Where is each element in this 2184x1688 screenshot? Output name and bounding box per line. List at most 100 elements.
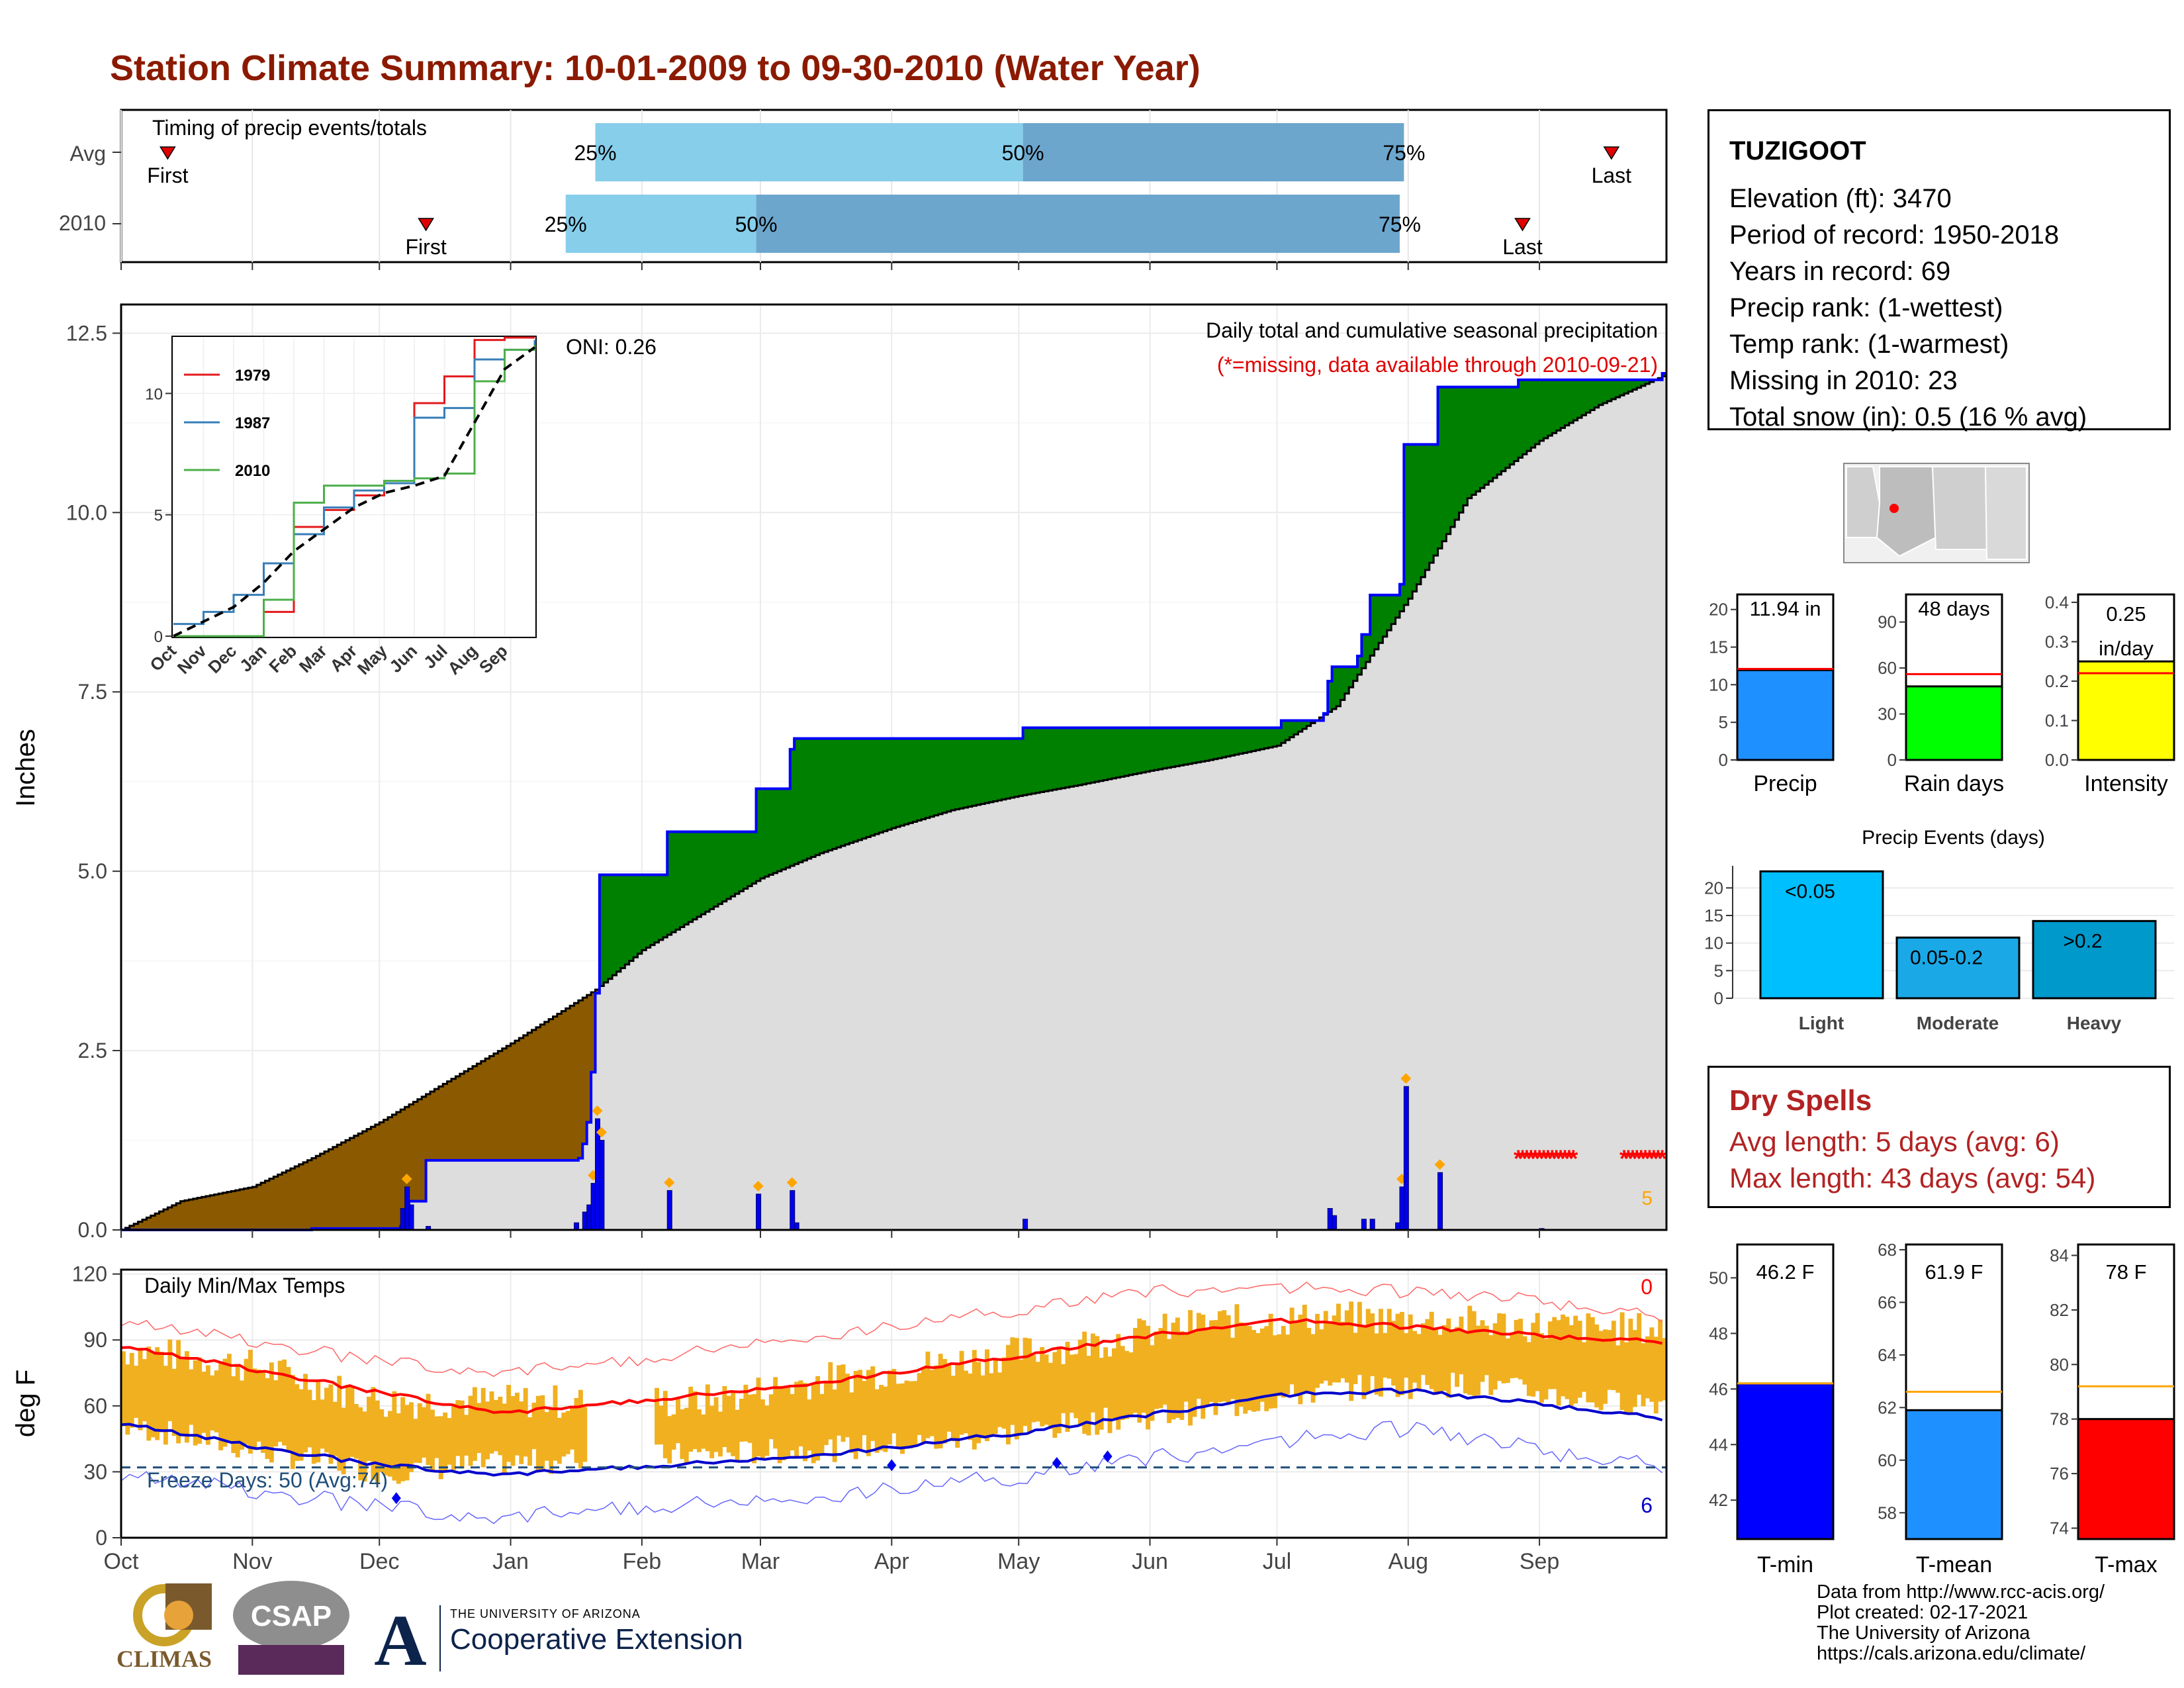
surplus-fill [1086,727,1091,784]
missing-day-marker: * [1556,1145,1565,1172]
daily-temp-range-bar [142,1359,147,1422]
deficit-fill [544,1021,549,1160]
daily-temp-range-bar [1471,1311,1477,1396]
daily-temp-range-bar [1226,1315,1231,1405]
daily-temp-range-bar [1429,1311,1434,1389]
surplus-fill [676,831,681,930]
surplus-fill [773,788,778,873]
daily-temp-range-bar [464,1415,469,1456]
daily-temp-range-bar [768,1394,774,1440]
surplus-fill [1603,379,1608,403]
surplus-fill [1023,727,1028,796]
surplus-fill [1306,720,1312,726]
deficit-fill [523,1035,528,1160]
temp-bar-value-label: 78 F [2105,1260,2146,1284]
deficit-fill [210,1195,215,1230]
daily-temp-range-bar [1146,1325,1151,1430]
daily-precip-bar [1403,1086,1409,1231]
surplus-fill [929,738,934,817]
daily-temp-range-bar [1577,1321,1582,1398]
surplus-fill [1357,656,1362,675]
daily-temp-range-bar [1535,1313,1540,1391]
deficit-fill [332,1147,338,1229]
daily-temp-range-bar [295,1384,300,1461]
station-period: Period of record: 1950-2018 [1729,220,2060,250]
deficit-fill [375,1124,380,1229]
daily-temp-range-bar [1285,1335,1291,1395]
surplus-fill [887,738,892,830]
daily-temp-range-bar [934,1365,939,1449]
surplus-fill [815,738,821,855]
daily-temp-range-bar [570,1408,575,1450]
temp-y-axis-label: deg F [11,1370,40,1437]
daily-temp-range-bar [1001,1357,1007,1429]
surplus-fill [1522,379,1527,455]
surplus-fill [650,874,655,945]
daily-temp-range-bar [837,1365,842,1436]
daily-temp-range-bar [925,1351,931,1438]
surplus-fill [1027,727,1032,795]
deficit-fill [358,1133,363,1229]
daily-temp-range-bar [544,1412,549,1461]
station-precip-rank: Precip rank: (1-wettest) [1729,293,2003,322]
deficit-fill [286,1170,291,1230]
surplus-fill [1455,387,1460,520]
events-category-label: Light [1799,1013,1844,1033]
daily-temp-range-bar [1399,1311,1404,1395]
daily-temp-range-bar [1132,1328,1138,1413]
daily-temp-range-bar [976,1362,981,1444]
daily-temp-range-bar [701,1414,706,1449]
events-y-tick: 10 [1704,933,1723,953]
daily-temp-range-bar [1294,1323,1298,1396]
daily-temp-range-bar [222,1358,228,1447]
surplus-fill [680,831,685,927]
surplus-fill [1484,387,1489,485]
daily-temp-range-bar [1086,1356,1091,1436]
missing-day-marker: * [1539,1145,1548,1172]
daily-temp-range-bar [269,1362,274,1463]
surplus-fill [1238,727,1244,754]
daily-temp-range-bar [193,1360,198,1446]
daily-temp-range-bar [214,1370,219,1432]
surplus-fill [1255,727,1261,751]
daily-temp-range-bar [176,1340,181,1444]
deficit-fill [256,1184,261,1230]
daily-temp-range-bar [184,1351,189,1443]
surplus-fill [1450,387,1455,527]
daily-temp-range-bar [244,1358,249,1444]
surplus-fill [900,738,905,826]
daily-temp-range-bar [1238,1322,1244,1407]
daily-temp-range-bar [489,1391,494,1454]
temp-bar-y-tick: 82 [2050,1300,2069,1320]
daily-temp-range-bar [1624,1342,1629,1415]
dry-spells-max: Max length: 43 days (avg: 54) [1729,1162,2096,1194]
y-tick-label: 12.5 [66,321,107,345]
daily-temp-range-bar [870,1366,876,1441]
daily-temp-range-bar [1019,1359,1024,1435]
surplus-fill [1124,727,1130,776]
surplus-fill [1514,387,1519,461]
inset-legend-label: 2010 [235,462,270,480]
daily-temp-range-bar [1446,1318,1451,1398]
dry-spells-avg: Avg length: 5 days (avg: 6) [1729,1126,2060,1157]
surplus-fill [964,738,969,808]
surplus-fill [625,874,630,965]
surplus-fill [1552,379,1557,434]
svg-text:A: A [374,1600,426,1681]
missing-day-marker: * [1632,1145,1641,1172]
events-bar-inner-label: <0.05 [1785,880,1835,902]
events-title: Precip Events (days) [1862,827,2045,849]
daily-temp-range-bar [303,1374,308,1453]
daily-temp-range-bar [659,1405,664,1445]
deficit-fill [540,1024,545,1160]
daily-temp-range-bar [205,1365,210,1445]
daily-temp-range-bar [879,1385,884,1451]
daily-temp-range-bar [201,1372,206,1433]
deficit-fill [472,1066,477,1160]
daily-temp-range-bar [844,1374,850,1438]
daily-precip-bar [574,1222,580,1231]
surplus-fill [1019,738,1024,796]
surplus-fill [1505,387,1510,468]
temp-top-count: 0 [1641,1275,1653,1299]
surplus-fill [1539,379,1545,441]
